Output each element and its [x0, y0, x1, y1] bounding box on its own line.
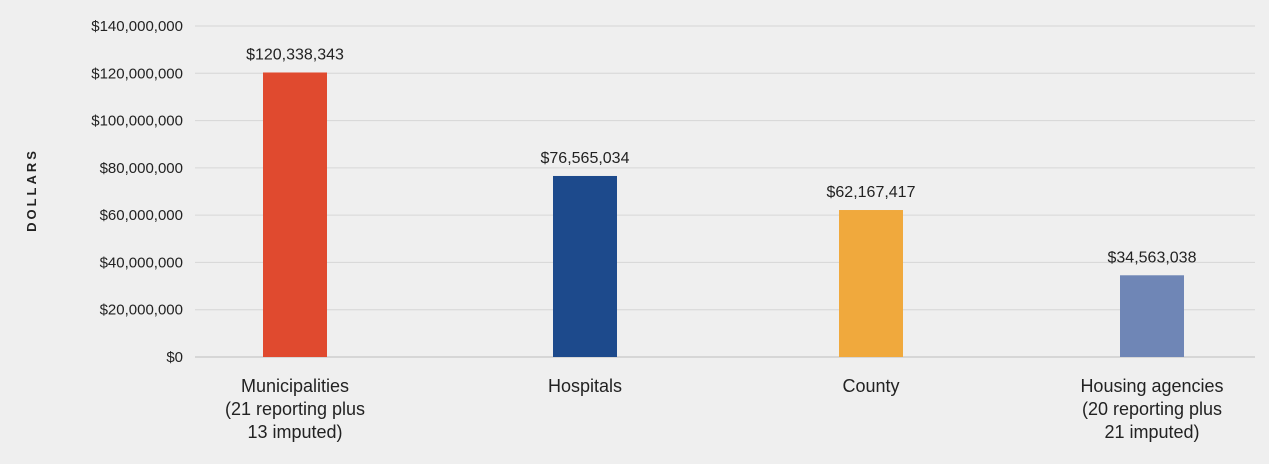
bar-value-label: $120,338,343: [246, 46, 344, 63]
x-tick-label: (20 reporting plus: [1082, 399, 1222, 419]
gridlines: [195, 25, 1255, 358]
bar-value-label: $76,565,034: [541, 150, 630, 167]
x-tick-label: (21 reporting plus: [225, 399, 365, 419]
y-tick-label: $140,000,000: [91, 18, 183, 35]
y-tick-label: $100,000,000: [91, 113, 183, 130]
bar: [263, 72, 327, 357]
y-tick-label: $120,000,000: [91, 65, 183, 82]
x-tick-label: Housing agencies: [1080, 376, 1223, 396]
bar: [839, 210, 903, 357]
y-axis-ticks: $0 $20,000,000 $40,000,000 $60,000,000 $80,0…: [91, 18, 183, 366]
y-tick-label: $20,000,000: [100, 302, 183, 319]
bar-value-label: $62,167,417: [827, 184, 916, 201]
bar-value-labels: $120,338,343 $76,565,034 $62,167,417 $34,56…: [246, 46, 1197, 266]
x-tick-label: Hospitals: [548, 376, 622, 396]
x-tick-label: 21 imputed): [1104, 422, 1199, 442]
y-tick-label: $60,000,000: [100, 207, 183, 224]
x-tick-label: Municipalities: [241, 376, 349, 396]
bar-value-label: $34,563,038: [1108, 249, 1197, 266]
bar: [1120, 275, 1184, 357]
bar: [553, 175, 617, 357]
x-tick-label: 13 imputed): [247, 422, 342, 442]
bars: [263, 72, 1184, 357]
y-tick-label: $40,000,000: [100, 254, 183, 271]
x-axis-ticks: Municipalities (21 reporting plus 13 imput…: [225, 376, 1224, 442]
x-tick-label: County: [842, 376, 899, 396]
y-tick-label: $0: [166, 349, 183, 366]
y-tick-label: $80,000,000: [100, 160, 183, 177]
y-axis-label: DOLLARS: [24, 148, 39, 232]
